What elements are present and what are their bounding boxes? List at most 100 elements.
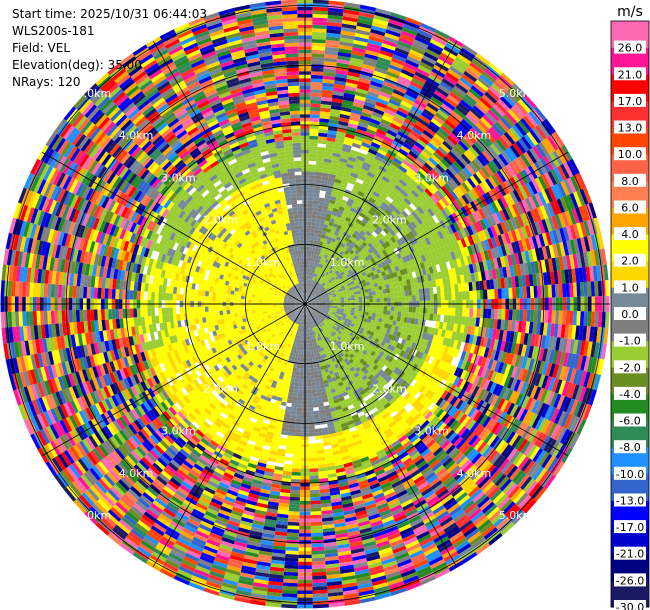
ray-gate xyxy=(391,267,397,273)
ray-gate xyxy=(346,126,357,133)
ray-gate xyxy=(305,336,308,340)
ray-gate xyxy=(583,356,591,372)
ray-gate xyxy=(348,119,359,126)
ray-gate xyxy=(354,162,363,169)
ray-gate xyxy=(423,176,433,186)
ray-gate xyxy=(315,164,324,169)
ray-gate xyxy=(381,331,386,337)
ray-gate xyxy=(470,234,478,245)
ray-gate xyxy=(329,218,335,223)
ray-gate xyxy=(475,53,491,66)
ray-gate xyxy=(311,254,315,259)
ray-gate xyxy=(438,127,450,138)
ray-gate xyxy=(399,350,406,357)
ray-gate xyxy=(306,343,309,347)
ray-gate xyxy=(558,256,565,271)
ray-gate xyxy=(531,248,538,262)
ray-gate xyxy=(444,330,450,339)
ray-gate xyxy=(306,250,310,254)
ray-gate xyxy=(443,100,456,111)
ray-gate xyxy=(312,269,316,274)
ray-gate xyxy=(535,234,542,248)
ray-gate xyxy=(322,304,327,306)
ray-gate xyxy=(391,210,399,218)
ray-gate xyxy=(463,361,471,372)
ray-gate xyxy=(317,136,327,141)
ray-gate xyxy=(533,310,538,323)
ray-gate xyxy=(309,146,318,151)
ray-gate xyxy=(465,264,471,274)
ray-gate xyxy=(506,402,516,416)
ray-gate xyxy=(425,333,431,341)
ray-gate xyxy=(333,255,338,260)
ray-gate xyxy=(381,318,386,324)
ray-gate xyxy=(325,317,330,321)
ray-gate xyxy=(343,311,348,314)
ray-gate xyxy=(368,35,384,43)
ray-gate xyxy=(511,366,518,379)
ray-gate xyxy=(463,371,471,382)
ray-gate xyxy=(311,305,316,308)
ray-gate xyxy=(468,162,479,174)
ray-gate xyxy=(395,368,403,376)
ray-gate xyxy=(528,413,538,428)
ray-gate xyxy=(363,56,378,64)
ray-gate xyxy=(414,373,422,382)
ray-gate xyxy=(432,334,438,343)
ray-gate xyxy=(305,332,308,337)
ray-gate xyxy=(534,416,545,431)
ray-gate xyxy=(379,178,389,186)
ray-gate xyxy=(403,173,412,182)
ray-gate xyxy=(342,96,355,102)
ray-gate xyxy=(511,391,521,405)
ray-gate xyxy=(314,298,319,301)
ray-gate xyxy=(325,187,333,193)
ray-gate xyxy=(309,243,313,248)
ray-gate xyxy=(412,356,419,364)
ray-gate xyxy=(351,320,356,325)
ray-gate xyxy=(440,293,445,301)
ray-gate xyxy=(574,268,580,283)
ray-gate xyxy=(449,223,457,234)
ray-gate xyxy=(562,310,567,325)
ray-gate xyxy=(394,47,410,56)
ray-gate xyxy=(329,241,335,246)
ray-gate xyxy=(538,123,550,138)
ray-gate xyxy=(424,105,437,116)
ray-gate xyxy=(386,288,391,294)
ray-gate xyxy=(329,308,334,311)
ray-gate xyxy=(410,283,416,290)
ray-gate xyxy=(434,232,441,241)
ray-gate xyxy=(533,285,538,298)
ray-gate xyxy=(414,350,421,358)
ray-gate xyxy=(450,251,457,261)
ray-gate xyxy=(357,293,362,297)
ray-gate xyxy=(320,268,324,273)
ray-gate xyxy=(583,236,591,252)
ray-gate xyxy=(529,129,542,144)
ray-gate xyxy=(334,290,339,294)
ray-gate xyxy=(427,208,435,217)
ray-gate xyxy=(325,310,329,313)
ray-gate xyxy=(452,176,462,187)
ray-gate xyxy=(381,43,396,51)
ray-gate xyxy=(571,268,577,283)
ray-gate xyxy=(600,343,607,360)
ray-gate xyxy=(407,341,413,348)
ray-gate xyxy=(426,102,439,113)
ray-gate xyxy=(309,486,320,491)
ray-gate xyxy=(419,294,424,301)
ray-gate xyxy=(331,276,335,281)
ray-gate xyxy=(399,269,405,276)
ray-gate xyxy=(409,178,419,188)
ray-gate xyxy=(408,329,413,336)
ray-gate xyxy=(399,103,411,112)
ray-gate xyxy=(309,290,312,295)
ray-gate xyxy=(560,324,566,339)
ray-gate xyxy=(335,265,340,271)
ray-gate xyxy=(376,294,380,299)
ray-gate xyxy=(315,171,323,177)
ray-gate xyxy=(355,284,360,289)
ray-gate xyxy=(379,204,387,212)
ray-gate xyxy=(341,23,357,30)
